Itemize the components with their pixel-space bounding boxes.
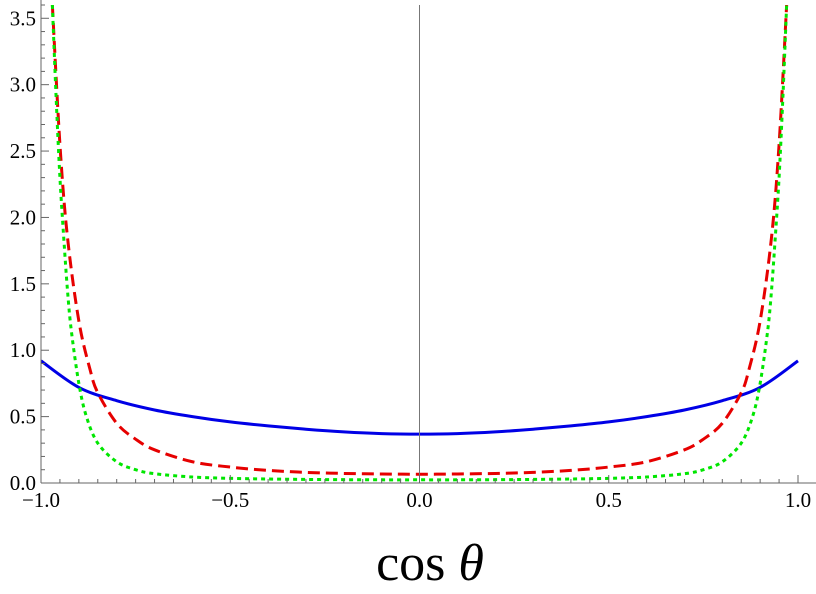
axis-layer: −1.0 −0.5 0.0 0.5 1.0 0.0 0.5 1.0 1.5 2.0 2.5 3.0 3.…: [10, 0, 816, 512]
x-axis-title-text: cos: [376, 535, 458, 592]
y-tick-label: 2.0: [10, 205, 36, 229]
x-axis-title-symbol: θ: [458, 535, 484, 592]
y-tick-label: 3.0: [10, 73, 36, 97]
y-tick-label: 3.5: [10, 6, 36, 30]
y-tick-label: 1.0: [10, 338, 36, 362]
x-tick-label: −1.0: [22, 488, 60, 512]
x-axis-title: cos θ: [376, 535, 484, 592]
x-tick-label: −0.5: [211, 488, 249, 512]
y-tick-label: 0.0: [10, 471, 36, 495]
x-tick-label: 0.5: [596, 488, 622, 512]
y-tick-label: 2.5: [10, 139, 36, 163]
y-tick-label: 0.5: [10, 405, 36, 429]
x-tick-label: 1.0: [785, 488, 811, 512]
y-tick-label: 1.5: [10, 272, 36, 296]
x-tick-label: 0.0: [406, 488, 432, 512]
